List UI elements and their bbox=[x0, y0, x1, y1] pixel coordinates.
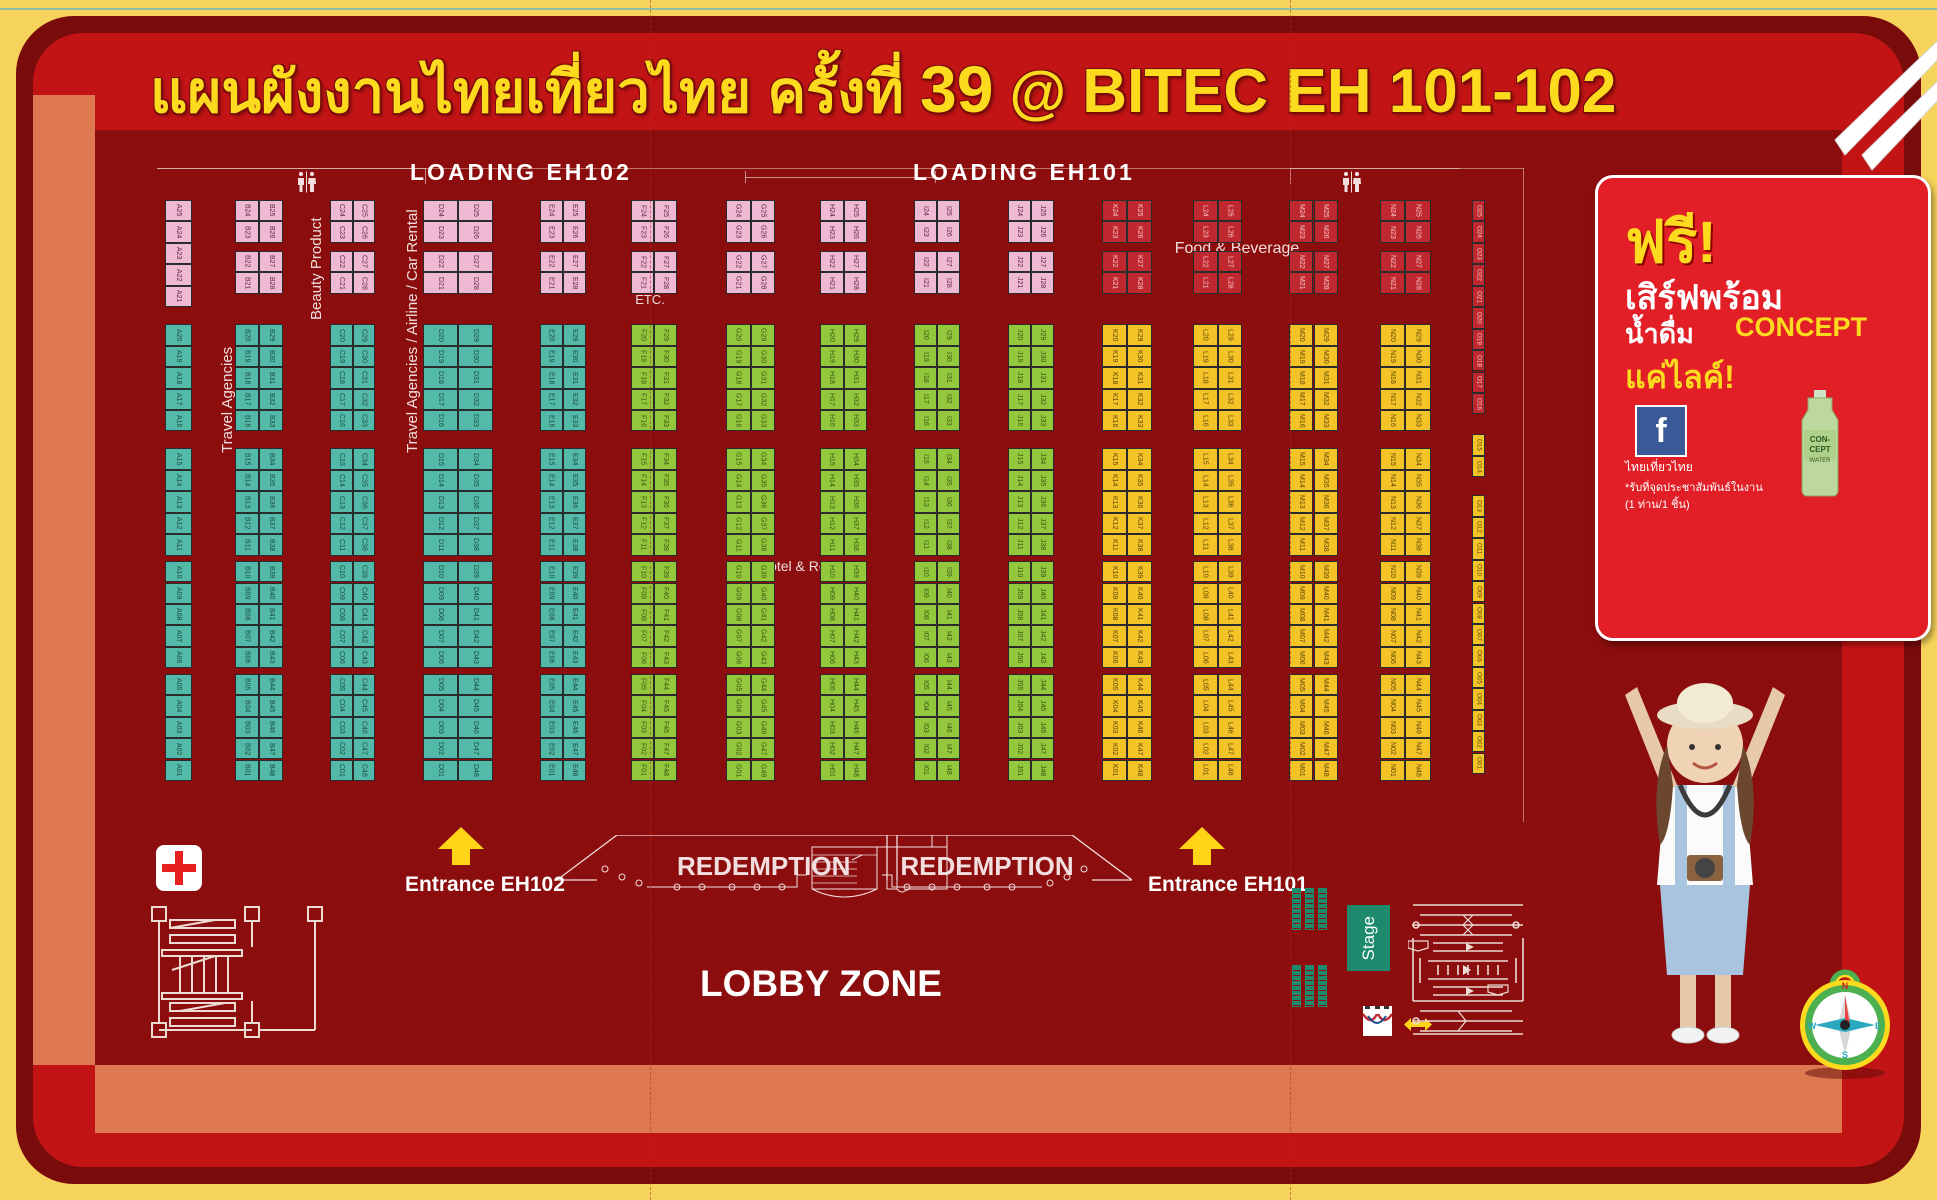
svg-text:W: W bbox=[1808, 1021, 1817, 1031]
svg-text:N: N bbox=[1842, 981, 1849, 991]
svg-text:E: E bbox=[1875, 1021, 1881, 1031]
svg-text:CEPT: CEPT bbox=[1809, 445, 1830, 454]
svg-text:S: S bbox=[1842, 1050, 1848, 1060]
svg-text:CON-: CON- bbox=[1810, 435, 1831, 444]
svg-text:REDEMPTION: REDEMPTION bbox=[900, 851, 1073, 881]
svg-text:REDEMPTION: REDEMPTION bbox=[677, 851, 850, 881]
svg-text:WATER: WATER bbox=[1810, 458, 1832, 464]
